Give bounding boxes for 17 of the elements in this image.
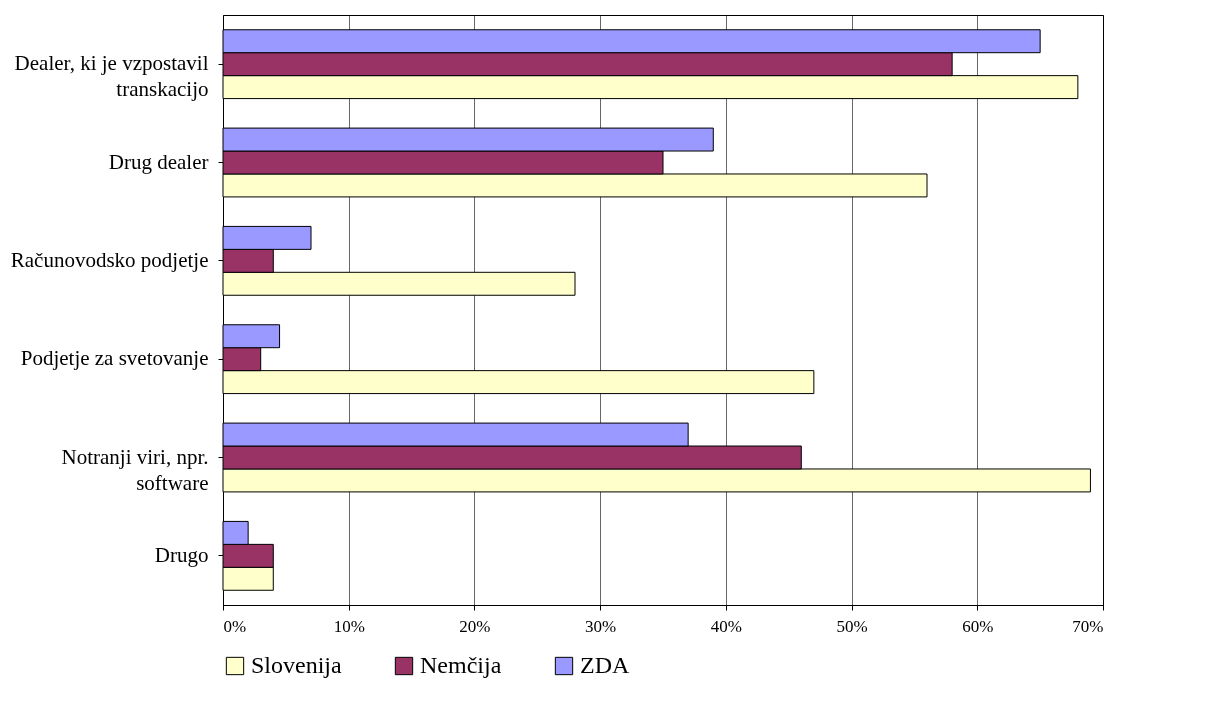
- legend-label: Nemčija: [420, 652, 502, 678]
- x-tick-label: 0%: [223, 616, 247, 636]
- x-tick-label: 50%: [836, 616, 868, 636]
- legend-label: Slovenija: [251, 652, 342, 678]
- x-tick-label: 30%: [585, 616, 617, 636]
- x-tick-label: 10%: [333, 616, 365, 636]
- x-tick-label: 40%: [710, 616, 742, 636]
- x-tick-label: 60%: [962, 616, 994, 636]
- y-tick-label: Notranji viri, npr. software: [61, 444, 209, 495]
- x-tick-label: 20%: [459, 616, 491, 636]
- legend-label: ZDA: [580, 652, 630, 678]
- y-tick-label: Drugo: [154, 542, 209, 567]
- x-tick-label: 70%: [1072, 616, 1104, 636]
- y-tick-label: Podjetje za svetovanje: [20, 346, 209, 371]
- y-tick-label: Računovodsko podjetje: [10, 247, 209, 272]
- y-tick-label: Drug dealer: [108, 149, 209, 174]
- y-tick-label: Dealer, ki je vzpostavil transkacijo: [14, 51, 209, 102]
